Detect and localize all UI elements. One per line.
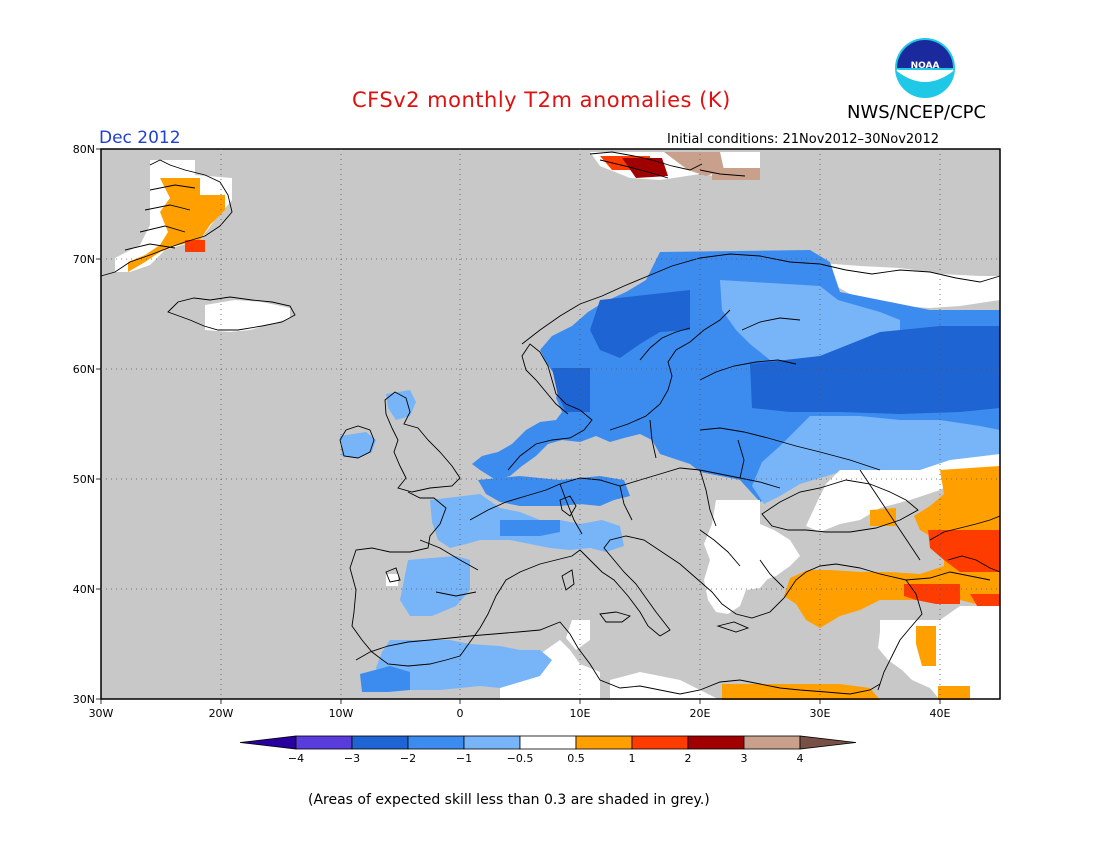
colorbar-label: 2 — [685, 752, 692, 765]
colorbar-segment — [687, 735, 745, 750]
lat-label-60n: 60N — [73, 363, 95, 376]
initial-conditions-label: Initial conditions: 21Nov2012–30Nov2012 — [667, 132, 939, 147]
anomaly-region-red — [928, 530, 1000, 572]
colorbar-labels: −4 −3 −2 −1 −0.5 0.5 1 2 3 4 — [288, 752, 804, 765]
graticule — [96, 148, 1000, 704]
anomaly-region-white — [566, 620, 590, 650]
anomaly-region-white — [386, 574, 398, 586]
anomaly-region-blue-dark — [750, 326, 1000, 414]
map-frame — [100, 148, 1001, 700]
anomaly-region-white — [610, 672, 720, 700]
anomaly-region-darkred — [622, 158, 668, 178]
anomaly-region-blue-mid — [500, 520, 560, 536]
colorbar-arrow-left — [239, 735, 297, 750]
lon-label-20w: 20W — [209, 707, 234, 720]
anomaly-region-orange — [722, 684, 880, 700]
anomaly-region-blue-mid — [360, 666, 410, 692]
anomaly-region-blue-light — [376, 640, 552, 690]
anomaly-region-white — [808, 262, 1000, 308]
lon-label-20e: 20E — [690, 707, 711, 720]
colorbar-segment — [631, 735, 689, 750]
lon-label-30w: 30W — [89, 707, 114, 720]
anomaly-region-orange — [870, 508, 896, 526]
colorbar-arrow-right — [799, 735, 857, 750]
anomaly-region-blue-light — [386, 390, 416, 420]
anomaly-region-red — [185, 240, 205, 252]
anomaly-region-white — [704, 500, 800, 614]
lat-label-40n: 40N — [73, 583, 95, 596]
noaa-logo-icon: NOAA — [895, 38, 955, 98]
colorbar-segment — [743, 735, 801, 750]
anomaly-region-blue-light — [340, 432, 376, 458]
anomaly-region-blue-light — [400, 556, 470, 616]
lon-label-40e: 40E — [930, 707, 951, 720]
anomaly-region-orange — [916, 626, 936, 666]
anomaly-region-blue-dark — [590, 290, 690, 358]
colorbar-label: 3 — [741, 752, 748, 765]
lon-label-10e: 10E — [570, 707, 591, 720]
agency-label: NWS/NCEP/CPC — [847, 102, 987, 123]
month-label: Dec 2012 — [99, 128, 181, 148]
colorbar-label: −1 — [456, 752, 472, 765]
colorbar-label: 4 — [797, 752, 804, 765]
anomaly-region-white — [205, 300, 290, 332]
colorbar-segment — [407, 735, 465, 750]
lat-label-50n: 50N — [73, 473, 95, 486]
colorbar-label: −0.5 — [507, 752, 534, 765]
anomaly-region-white — [500, 640, 600, 700]
colorbar — [239, 735, 857, 750]
colorbar-label: −4 — [288, 752, 304, 765]
colorbar-segment — [519, 735, 577, 750]
longitude-labels: 30W 20W 10W 0 10E 20E 30E 40E — [89, 707, 951, 720]
lon-label-0: 0 — [457, 707, 464, 720]
anomaly-region-orange — [938, 686, 970, 700]
chart-title: CFSv2 monthly T2m anomalies (K) — [352, 88, 731, 112]
colorbar-label: 1 — [629, 752, 636, 765]
colorbar-segment — [351, 735, 409, 750]
lon-label-30e: 30E — [810, 707, 831, 720]
skill-note: (Areas of expected skill less than 0.3 a… — [308, 792, 710, 808]
colorbar-segment — [575, 735, 633, 750]
lat-label-30n: 30N — [73, 693, 95, 706]
anomaly-region-blue-light — [752, 416, 1000, 504]
anomaly-region-tan — [664, 152, 724, 176]
lon-label-10w: 10W — [329, 707, 354, 720]
map-panel — [96, 148, 1001, 704]
anomaly-region-blue-mid — [478, 476, 630, 506]
anomaly-region-tan — [712, 168, 760, 180]
colorbar-segment — [463, 735, 521, 750]
lat-label-80n: 80N — [73, 143, 95, 156]
anomaly-region-white — [720, 556, 770, 590]
colorbar-segment — [295, 735, 353, 750]
latitude-labels: 80N 70N 60N 50N 40N 30N — [73, 143, 95, 706]
coastlines — [100, 151, 1001, 695]
anomaly-region-blue-dark — [552, 368, 590, 412]
colorbar-label: −3 — [344, 752, 360, 765]
colorbar-label: 0.5 — [567, 752, 585, 765]
anomaly-region-orange — [128, 178, 225, 272]
noaa-logo-text: NOAA — [911, 61, 940, 71]
colorbar-label: −2 — [400, 752, 416, 765]
lat-label-70n: 70N — [73, 253, 95, 266]
